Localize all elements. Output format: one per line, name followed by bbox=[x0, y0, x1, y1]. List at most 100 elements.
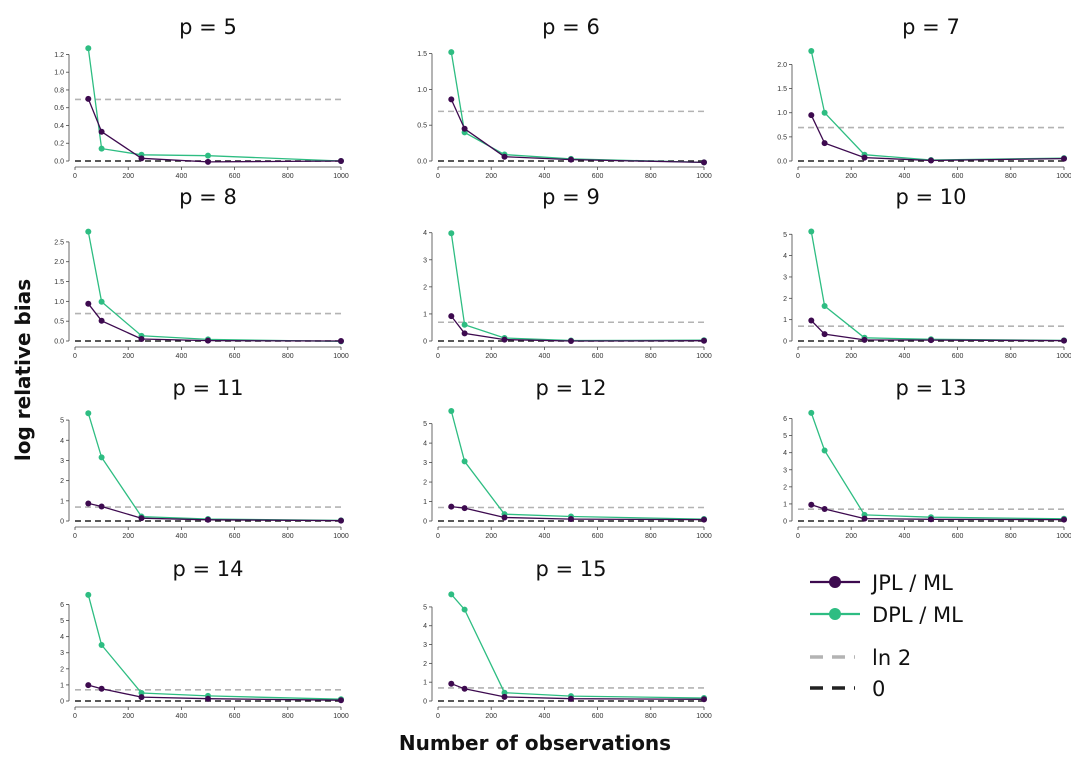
y-axis-label: log relative bias bbox=[11, 279, 35, 461]
jpl-point bbox=[501, 153, 508, 160]
jpl-point bbox=[861, 515, 868, 522]
x-tick-label: 200 bbox=[485, 533, 497, 540]
jpl-point bbox=[338, 517, 344, 524]
y-tick-label: 0.0 bbox=[777, 159, 787, 166]
x-tick-label: 600 bbox=[952, 173, 964, 180]
jpl-point bbox=[501, 336, 508, 343]
y-tick-label: 0 bbox=[423, 699, 427, 706]
x-tick-label: 1000 bbox=[333, 353, 349, 360]
x-tick-label: 200 bbox=[845, 353, 857, 360]
x-tick-label: 1000 bbox=[696, 533, 712, 540]
legend-item-jpl-ml: JPL / ML bbox=[810, 571, 953, 595]
x-tick-label: 600 bbox=[592, 713, 604, 720]
y-tick-label: 0.6 bbox=[54, 105, 64, 112]
y-tick-label: 5 bbox=[783, 433, 787, 440]
x-tick-label: 0 bbox=[436, 173, 440, 180]
y-tick-label: 4 bbox=[60, 438, 64, 445]
y-tick-label: 2 bbox=[783, 484, 787, 491]
dpl-series-line bbox=[87, 413, 342, 522]
jpl-point bbox=[928, 337, 934, 344]
y-tick-label: 3 bbox=[60, 650, 64, 657]
jpl-point bbox=[701, 159, 707, 166]
y-tick-label: 0.5 bbox=[417, 123, 427, 130]
dpl-point bbox=[808, 228, 815, 235]
jpl-point bbox=[568, 156, 574, 163]
dpl-point bbox=[85, 410, 92, 417]
y-tick-label: 1.5 bbox=[777, 86, 787, 93]
y-tick-label: 5 bbox=[60, 618, 64, 625]
panel-title: p = 10 bbox=[896, 185, 967, 209]
x-tick-label: 0 bbox=[796, 533, 800, 540]
jpl-point bbox=[85, 682, 92, 689]
x-tick-label: 800 bbox=[282, 173, 294, 180]
y-tick-label: 0 bbox=[60, 699, 64, 706]
dpl-point bbox=[448, 230, 455, 237]
x-tick-label: 600 bbox=[229, 173, 241, 180]
x-tick-label: 1000 bbox=[1056, 173, 1071, 180]
jpl-point bbox=[1061, 337, 1067, 344]
x-tick-label: 1000 bbox=[696, 353, 712, 360]
legend-item-0: 0 bbox=[810, 677, 885, 701]
y-tick-label: 2 bbox=[60, 666, 64, 673]
x-tick-label: 1000 bbox=[1056, 533, 1071, 540]
jpl-point bbox=[501, 693, 508, 700]
x-tick-label: 200 bbox=[122, 353, 134, 360]
dpl-point bbox=[85, 591, 92, 598]
x-tick-label: 200 bbox=[122, 713, 134, 720]
jpl-point bbox=[205, 516, 211, 523]
jpl-point bbox=[928, 516, 934, 523]
x-tick-label: 0 bbox=[796, 173, 800, 180]
x-tick-label: 200 bbox=[845, 533, 857, 540]
x-tick-label: 0 bbox=[73, 713, 77, 720]
y-tick-label: 6 bbox=[783, 416, 787, 423]
panel-p-12: p = 12 0 1 2 3 4 5 0 200 400 600 800 1000 bbox=[423, 376, 712, 540]
panel-title: p = 6 bbox=[542, 15, 600, 39]
x-tick-label: 400 bbox=[539, 713, 551, 720]
dpl-series-line bbox=[810, 50, 1065, 161]
legend-item-ln-2: ln 2 bbox=[810, 646, 911, 670]
x-tick-label: 800 bbox=[645, 353, 657, 360]
panel-title: p = 11 bbox=[173, 376, 244, 400]
x-tick-label: 400 bbox=[176, 173, 188, 180]
y-tick-label: 0.0 bbox=[54, 339, 64, 346]
dpl-series-line bbox=[87, 231, 342, 343]
dpl-series-line bbox=[450, 233, 705, 342]
y-tick-label: 2.0 bbox=[777, 62, 787, 69]
panel-title: p = 7 bbox=[902, 15, 960, 39]
dpl-point bbox=[98, 298, 105, 305]
x-tick-label: 200 bbox=[485, 713, 497, 720]
panel-title: p = 13 bbox=[896, 376, 967, 400]
jpl-point bbox=[448, 96, 455, 103]
dpl-point bbox=[98, 642, 105, 649]
y-tick-label: 2 bbox=[60, 478, 64, 485]
y-tick-label: 1.5 bbox=[54, 279, 64, 286]
y-tick-label: 0.4 bbox=[54, 123, 64, 130]
panel-title: p = 15 bbox=[536, 557, 607, 581]
panel-p-14: p = 14 0 1 2 3 4 5 6 0 200 400 600 800 1000 bbox=[60, 557, 349, 720]
panel-title: p = 12 bbox=[536, 376, 607, 400]
y-tick-label: 2 bbox=[423, 661, 427, 668]
jpl-point bbox=[338, 338, 344, 344]
jpl-point bbox=[1061, 155, 1067, 162]
dpl-point bbox=[98, 145, 105, 152]
jpl-point bbox=[861, 154, 868, 161]
y-tick-label: 0.2 bbox=[54, 141, 64, 148]
y-tick-label: 2.5 bbox=[54, 239, 64, 246]
legend-label: ln 2 bbox=[872, 646, 911, 670]
dpl-point bbox=[808, 409, 815, 416]
x-tick-label: 1000 bbox=[696, 713, 712, 720]
jpl-series-line bbox=[810, 320, 1065, 342]
x-tick-label: 0 bbox=[73, 533, 77, 540]
panel-p-7: p = 7 0.0 0.5 1.0 1.5 2.0 0 200 400 600 800 1000 bbox=[777, 15, 1071, 180]
y-tick-label: 1.0 bbox=[54, 299, 64, 306]
x-tick-label: 800 bbox=[282, 533, 294, 540]
dpl-point bbox=[821, 109, 828, 116]
dpl-point bbox=[448, 591, 455, 598]
jpl-point bbox=[85, 95, 92, 102]
x-tick-label: 0 bbox=[73, 173, 77, 180]
jpl-point bbox=[98, 503, 105, 510]
jpl-point bbox=[461, 505, 468, 512]
x-tick-label: 0 bbox=[436, 713, 440, 720]
jpl-point bbox=[568, 516, 574, 523]
jpl-point bbox=[568, 338, 574, 344]
